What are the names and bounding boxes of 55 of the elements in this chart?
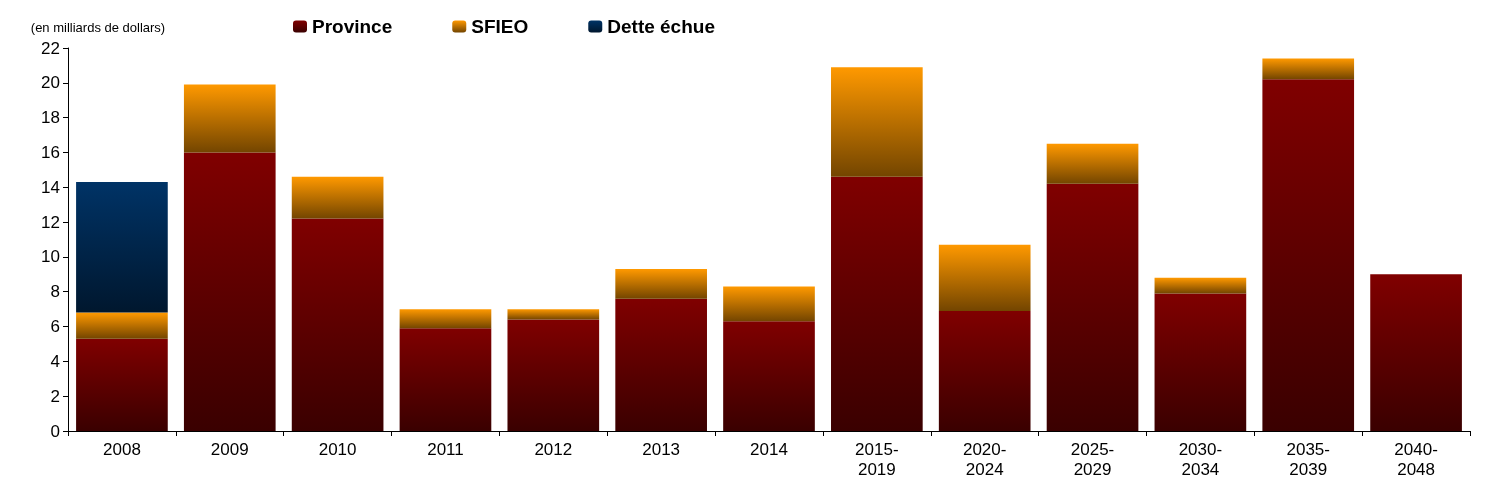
legend-label: SFIEO <box>471 16 529 37</box>
x-tick-label: 2015-2019 <box>855 439 899 479</box>
y-tick-label: 16 <box>41 142 60 162</box>
y-tick-label: 2 <box>50 386 60 406</box>
bar <box>507 319 600 431</box>
bar <box>938 244 1031 311</box>
y-tick-label: 22 <box>41 38 60 58</box>
bar <box>1370 274 1462 431</box>
y-axis-title: (en milliards de dollars) <box>30 20 166 35</box>
bar <box>183 152 276 431</box>
x-tick-label: 2009 <box>210 439 249 459</box>
bar <box>1046 143 1139 184</box>
y-tick-label: 10 <box>41 247 60 267</box>
bar <box>938 310 1031 431</box>
x-tick-label: 2011 <box>427 439 464 459</box>
bar <box>831 176 923 431</box>
x-tick-label: 2040-2048 <box>1394 439 1438 479</box>
y-tick-label: 4 <box>50 351 60 371</box>
bar <box>183 84 276 153</box>
bar <box>831 67 923 177</box>
y-tick-label: 0 <box>50 421 60 441</box>
bar <box>615 298 707 431</box>
y-tick-label: 6 <box>50 317 60 337</box>
y-tick-label: 8 <box>50 282 60 302</box>
bar <box>723 321 815 431</box>
x-tick-label: 2013 <box>642 439 681 459</box>
bar <box>76 312 168 339</box>
y-tick-label: 18 <box>41 108 60 128</box>
bar <box>615 269 707 299</box>
legend-label: Province <box>312 16 393 37</box>
y-tick-label: 12 <box>41 212 60 232</box>
bar <box>507 309 600 320</box>
y-tick-label: 20 <box>41 73 60 93</box>
bar <box>1046 183 1139 431</box>
bar <box>1154 293 1247 431</box>
y-tick-label: 14 <box>41 177 60 197</box>
bar <box>399 309 492 329</box>
bar <box>1154 277 1247 294</box>
x-tick-label: 2030-2034 <box>1178 439 1223 479</box>
x-tick-label: 2014 <box>750 439 788 459</box>
legend-label: Dette échue <box>607 16 715 37</box>
x-tick-label: 2025-2029 <box>1070 439 1115 479</box>
x-tick-label: 2010 <box>318 439 357 459</box>
bar <box>291 218 384 431</box>
bar <box>76 338 168 431</box>
bar <box>399 328 492 431</box>
bar <box>723 286 815 322</box>
x-tick-label: 2008 <box>103 439 141 459</box>
x-tick-label: 2012 <box>534 439 573 459</box>
bar <box>1262 79 1355 431</box>
bar <box>76 182 168 313</box>
bar <box>291 176 384 219</box>
x-tick-label: 2020-2024 <box>962 439 1007 479</box>
x-tick-label: 2035-2039 <box>1286 439 1330 479</box>
bar <box>1262 58 1355 80</box>
